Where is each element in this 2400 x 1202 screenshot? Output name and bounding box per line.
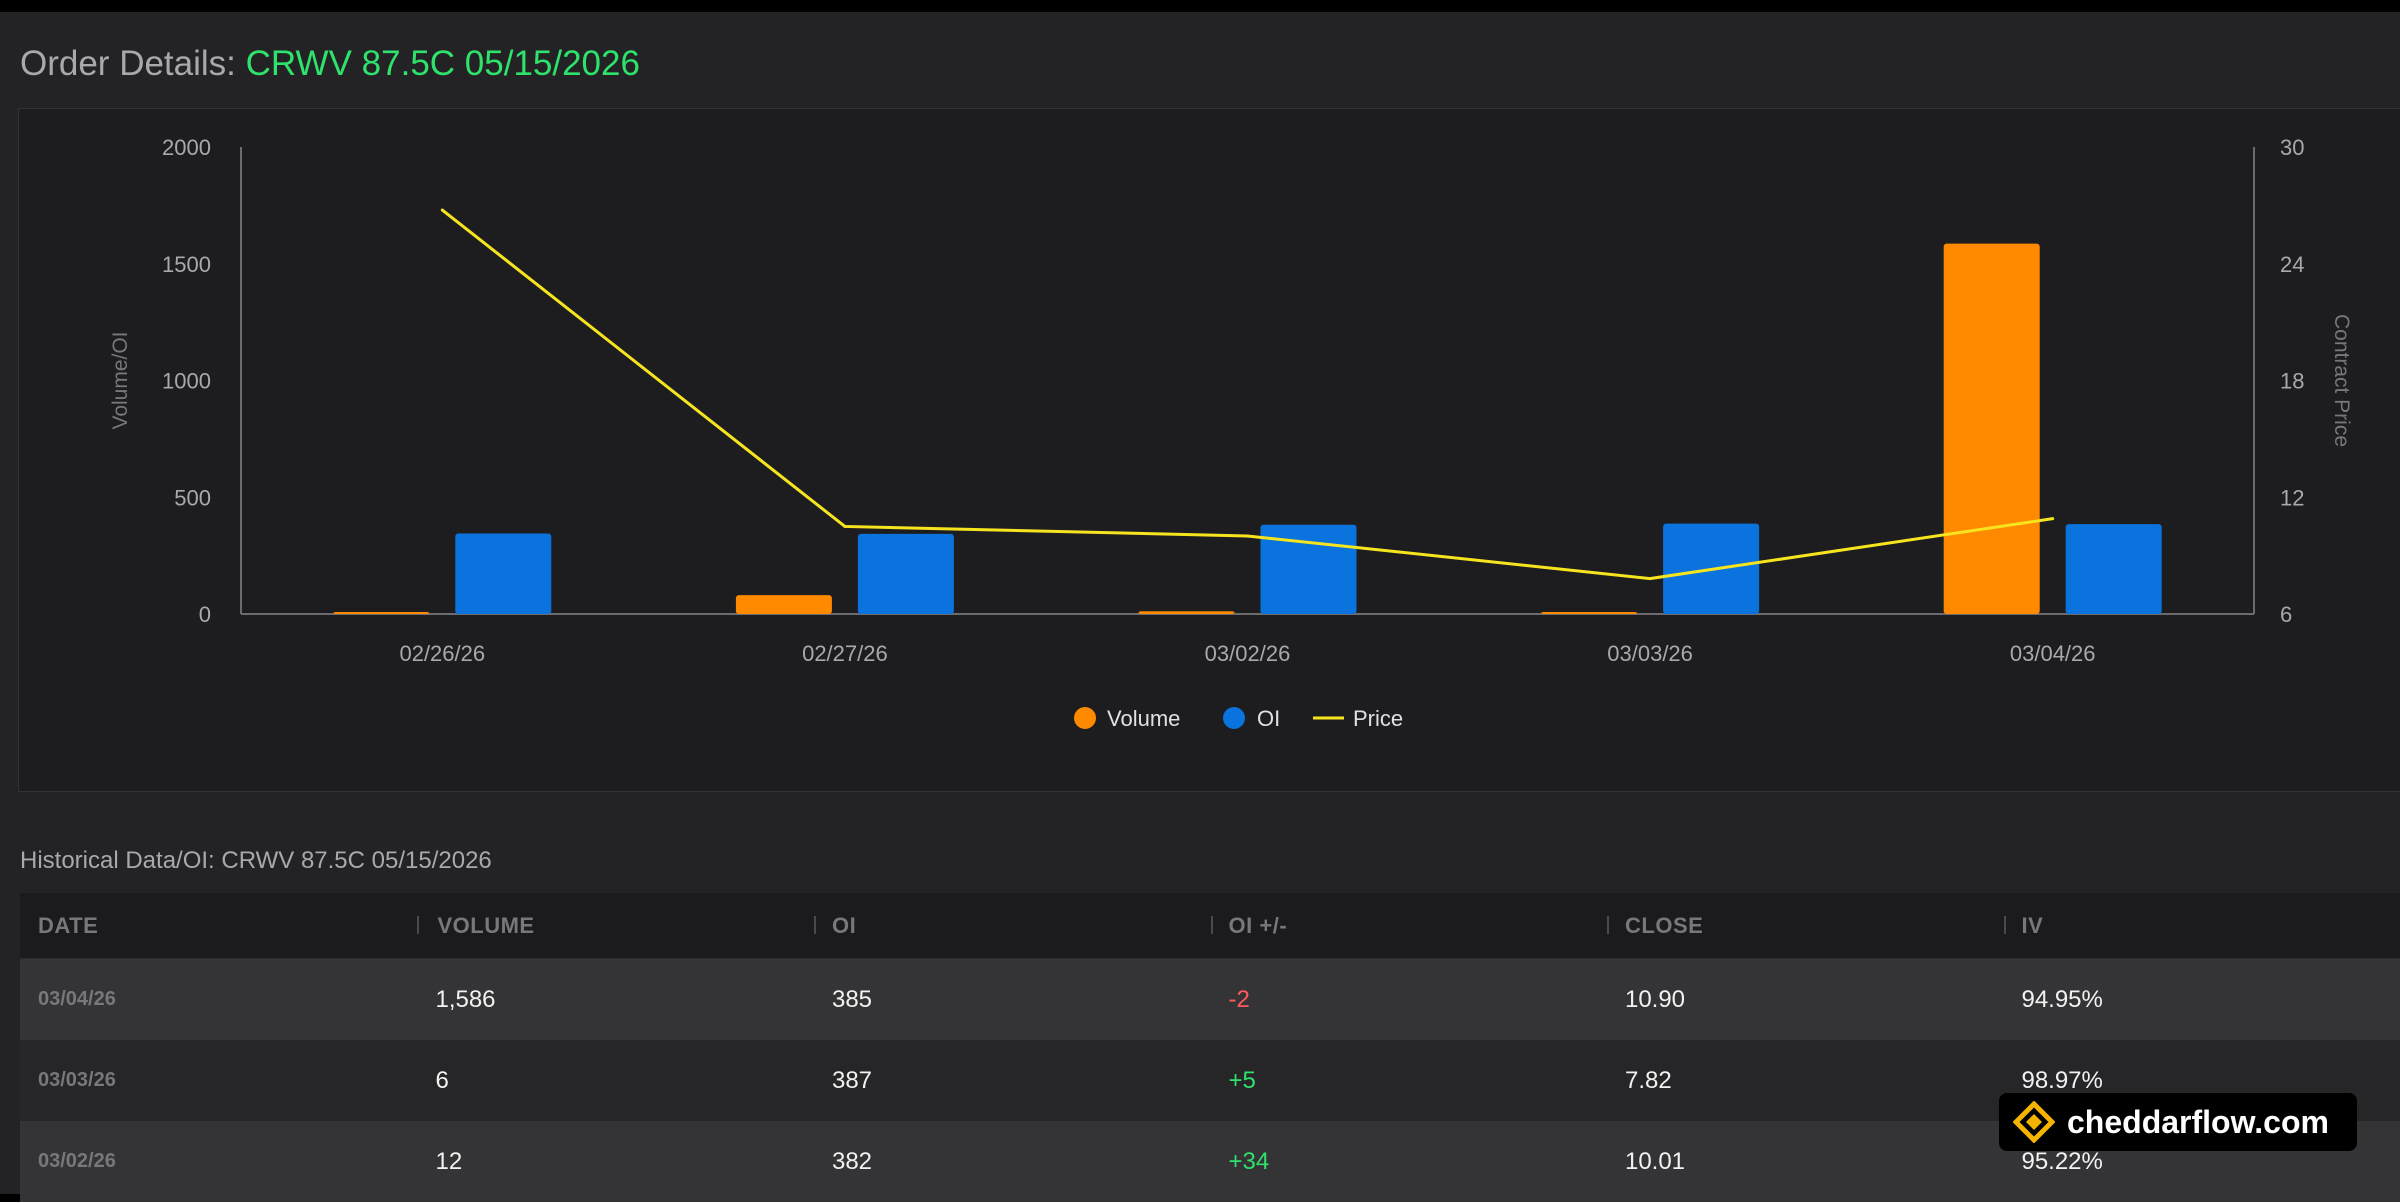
table-header: DATE VOLUME OI OI +/- CLOSE IV	[20, 893, 2400, 959]
title-prefix: Order Details:	[20, 44, 236, 83]
y2-tick-label: 30	[2280, 135, 2304, 160]
price-line	[441, 208, 2053, 581]
cell-oi: 382	[831, 1147, 873, 1175]
cell-iv: 94.95%	[2021, 985, 2103, 1013]
contract-symbol: CRWV 87.5C 05/15/2026	[245, 44, 640, 83]
x-tick-label: 03/02/26	[1205, 641, 1291, 666]
column-header-close[interactable]: CLOSE	[1607, 913, 2004, 939]
x-tick-label: 02/27/26	[802, 641, 888, 666]
y-tick-label: 500	[174, 485, 211, 510]
brand-name: cheddarflow.com	[2067, 1103, 2329, 1140]
cheddarflow-logo-icon	[2013, 1101, 2055, 1143]
y-tick-label: 0	[199, 602, 211, 627]
volume-bar	[1138, 611, 1235, 614]
column-header-date[interactable]: DATE	[38, 912, 99, 938]
oi-bar	[857, 533, 954, 614]
y2-tick-label: 24	[2280, 252, 2304, 277]
volume-bar	[333, 612, 430, 614]
legend-oi-label: OI	[1257, 706, 1280, 731]
y-tick-label: 1500	[162, 252, 211, 277]
cell-date: 03/04/26	[38, 988, 116, 1010]
oi-bar	[2065, 524, 2162, 614]
volume-oi-price-chart: 0 500 1000 1500 2000 6 12 18 24 30 Volume/OI Contra…	[109, 135, 2353, 731]
column-header-volume[interactable]: VOLUME	[417, 913, 814, 939]
cell-oi: 385	[831, 985, 873, 1013]
cell-oi-change: +34	[1228, 1147, 1270, 1175]
y-axis-title: Volume/OI	[109, 331, 132, 429]
cell-close: 10.90	[1624, 985, 1686, 1013]
cell-date: 03/02/26	[38, 1150, 116, 1172]
x-tick-label: 03/04/26	[2010, 641, 2096, 666]
cell-close: 7.82	[1624, 1066, 1672, 1094]
x-tick-label: 02/26/26	[399, 641, 485, 666]
cell-volume: 12	[435, 1147, 463, 1175]
y2-tick-label: 12	[2280, 485, 2304, 510]
price-point	[843, 524, 847, 528]
order-chart-card: 0 500 1000 1500 2000 6 12 18 24 30 Volume/OI Contra…	[18, 108, 2400, 792]
cell-date: 03/03/26	[38, 1069, 116, 1091]
cell-iv: 95.22%	[2021, 1147, 2103, 1175]
price-point	[1246, 534, 1249, 538]
table-row[interactable]: 03/04/26 1,586 385 -2 10.90 94.95%	[20, 959, 2400, 1040]
y-tick-label: 2000	[162, 135, 211, 160]
oi-bar	[1260, 524, 1357, 614]
column-header-iv[interactable]: IV	[2003, 913, 2400, 939]
price-point	[440, 208, 444, 212]
historical-title: Historical Data/OI: CRWV 87.5C 05/15/202…	[20, 847, 492, 874]
price-point	[2051, 517, 2055, 521]
cell-iv: 98.97%	[2021, 1066, 2103, 1094]
column-header-oi[interactable]: OI	[814, 913, 1211, 939]
y2-axis-title: Contract Price	[2330, 314, 2353, 447]
cell-volume: 6	[435, 1066, 449, 1094]
legend-volume-label: Volume	[1107, 706, 1180, 731]
y-tick-label: 1000	[162, 369, 211, 394]
cell-volume: 1,586	[435, 985, 496, 1013]
legend-volume-marker	[1074, 707, 1096, 729]
cheddarflow-watermark: cheddarflow.com	[1999, 1093, 2357, 1151]
cell-oi-change: -2	[1228, 985, 1250, 1013]
volume-bar	[1943, 243, 2040, 614]
legend-oi-marker	[1223, 707, 1245, 729]
cell-close: 10.01	[1624, 1147, 1686, 1175]
price-point	[1648, 577, 1652, 581]
cell-oi: 387	[831, 1066, 873, 1094]
oi-bar	[455, 533, 552, 614]
x-tick-label: 03/03/26	[1607, 641, 1693, 666]
column-header-oi-change[interactable]: OI +/-	[1210, 913, 1608, 939]
volume-bar	[1541, 612, 1638, 614]
historical-table: DATE VOLUME OI OI +/- CLOSE IV 03/04/26 …	[20, 893, 2400, 1202]
page-title: Order Details: CRWV 87.5C 05/15/2026	[20, 44, 640, 84]
y2-tick-label: 18	[2280, 369, 2304, 394]
cell-oi-change: +5	[1228, 1066, 1256, 1094]
legend-price-label: Price	[1353, 706, 1403, 731]
volume-bar	[735, 595, 832, 614]
y2-tick-label: 6	[2280, 602, 2292, 627]
